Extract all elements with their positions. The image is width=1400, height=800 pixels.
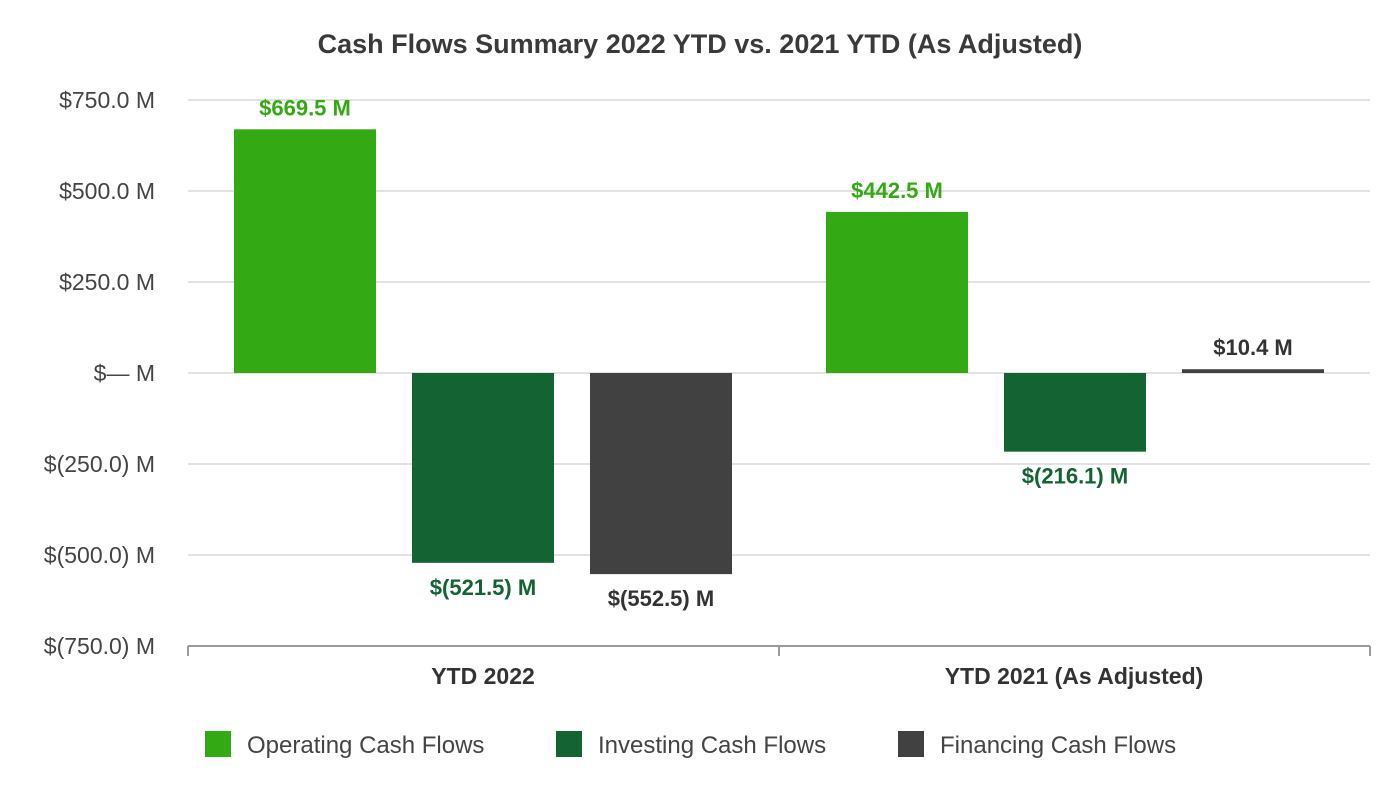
legend-label: Investing Cash Flows — [598, 732, 826, 759]
data-label: $442.5 M — [851, 178, 943, 203]
bar-operating-cash-flows — [826, 211, 968, 373]
y-axis-ticks: $750.0 M $500.0 M $250.0 M $— M $(250.0) M $(… — [44, 87, 155, 659]
x-tick-label: YTD 2022 — [431, 663, 535, 689]
y-tick-label: $(250.0) M — [44, 451, 155, 477]
legend-label: Operating Cash Flows — [247, 732, 484, 759]
data-labels: $669.5 M $442.5 M $(521.5) M $(216.1) M $(55… — [259, 95, 1293, 611]
bars — [234, 129, 1324, 575]
bar-financing-cash-flows — [1182, 369, 1324, 373]
y-tick-label: $(750.0) M — [44, 633, 155, 659]
data-label: $(216.1) M — [1022, 464, 1128, 489]
data-label: $669.5 M — [259, 95, 351, 120]
legend-swatch — [205, 731, 231, 757]
bar-operating-cash-flows — [234, 129, 376, 373]
y-tick-label: $(500.0) M — [44, 542, 155, 568]
y-tick-label: $500.0 M — [59, 178, 155, 204]
data-label: $(552.5) M — [608, 586, 714, 611]
data-label: $(521.5) M — [430, 575, 536, 600]
y-tick-label: $250.0 M — [59, 269, 155, 295]
bar-financing-cash-flows — [590, 373, 732, 575]
legend: Operating Cash Flows Investing Cash Flows… — [205, 731, 1176, 759]
legend-swatch — [898, 731, 924, 757]
bar-investing-cash-flows — [1004, 373, 1146, 452]
bar-investing-cash-flows — [412, 373, 554, 563]
x-axis: YTD 2022 YTD 2021 (As Adjusted) — [187, 645, 1371, 689]
gridlines — [188, 99, 1370, 556]
legend-label: Financing Cash Flows — [940, 732, 1176, 759]
data-label: $10.4 M — [1213, 335, 1293, 360]
chart-title: Cash Flows Summary 2022 YTD vs. 2021 YTD… — [318, 29, 1083, 59]
legend-swatch — [556, 731, 582, 757]
y-tick-label: $750.0 M — [59, 87, 155, 113]
x-tick-label: YTD 2021 (As Adjusted) — [945, 663, 1204, 689]
y-tick-label: $— M — [94, 360, 155, 386]
